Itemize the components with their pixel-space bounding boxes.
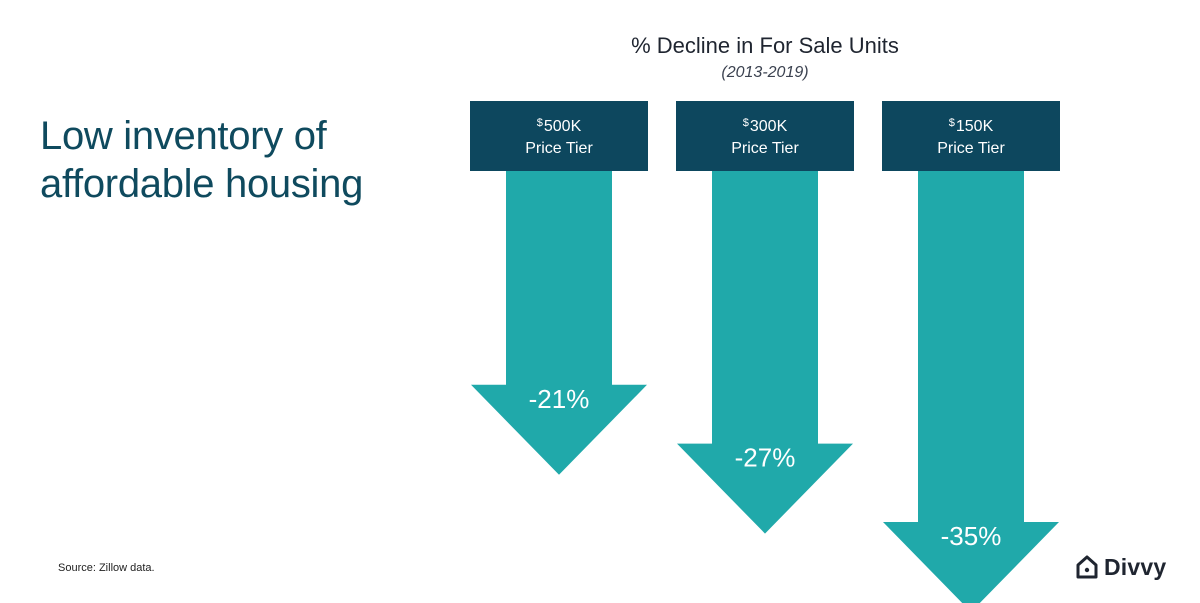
divvy-logo: Divvy <box>1076 553 1166 581</box>
chart-subtitle: (2013-2019) <box>721 64 809 81</box>
decline-arrow <box>471 171 647 475</box>
price-tier-header-150k: $150K Price Tier <box>882 101 1060 171</box>
tier-label: Price Tier <box>525 140 593 157</box>
tier-amount: 150K <box>955 118 994 135</box>
price-tier-header-300k: $300K Price Tier <box>676 101 854 171</box>
chart-title: % Decline in For Sale Units <box>631 33 899 58</box>
slide-title: Low inventory of affordable housing <box>40 114 364 206</box>
decline-arrow <box>677 171 853 534</box>
decline-arrow <box>883 171 1059 603</box>
house-logo-icon <box>1076 555 1098 579</box>
logo-text: Divvy <box>1104 553 1167 580</box>
tier-amount: 500K <box>543 118 582 135</box>
tier-currency: $ <box>536 117 543 129</box>
tier-currency: $ <box>948 117 955 129</box>
tier-amount: 300K <box>749 118 788 135</box>
decline-value-label: -35% <box>941 521 1002 551</box>
decline-value-label: -21% <box>529 384 590 414</box>
price-tier-header-500k: $500K Price Tier <box>470 101 648 171</box>
source-note: Source: Zillow data. <box>58 562 155 574</box>
tier-label: Price Tier <box>937 140 1005 157</box>
tier-currency: $ <box>742 117 749 129</box>
decline-value-label: -27% <box>735 443 796 473</box>
tier-label: Price Tier <box>731 140 799 157</box>
